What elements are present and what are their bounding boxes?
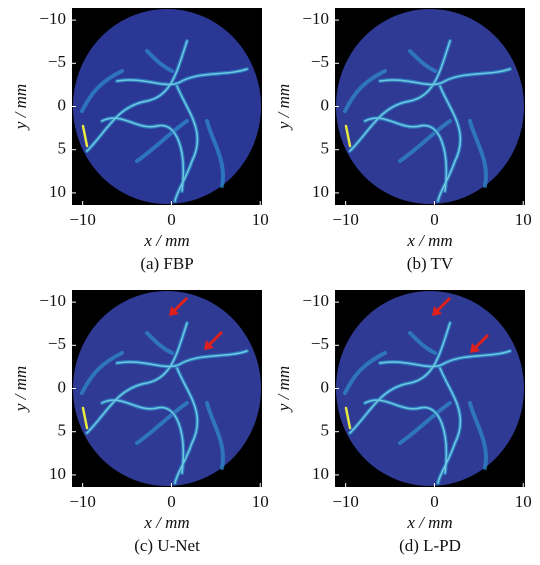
x-axis-label: x / mm — [143, 231, 189, 250]
x-tick-label: 0 — [167, 210, 176, 229]
arrow — [171, 296, 189, 314]
y-axis-label: y / mm — [274, 366, 293, 413]
x-tick-label: −10 — [332, 210, 359, 229]
y-tick-label: 10 — [49, 464, 66, 483]
field-of-view — [73, 9, 261, 204]
x-axis-label: x / mm — [406, 513, 452, 532]
y-axis-label: y / mm — [11, 366, 30, 413]
y-tick-label: −5 — [48, 52, 66, 71]
arrow — [472, 333, 490, 351]
y-tick-label: −10 — [39, 9, 66, 28]
caption: (c) U-Net — [134, 536, 200, 555]
arrow — [434, 296, 452, 314]
arrow-head — [169, 306, 179, 316]
y-tick-label: 5 — [321, 139, 330, 158]
y-tick-label: 0 — [321, 95, 330, 114]
arrow — [206, 330, 224, 348]
caption: (d) L-PD — [399, 536, 461, 555]
y-tick-label: −10 — [302, 9, 329, 28]
y-tick-label: 0 — [58, 95, 67, 114]
x-tick-label: 10 — [515, 210, 532, 229]
x-tick-label: 10 — [252, 492, 269, 511]
y-tick-label: 10 — [49, 182, 66, 201]
y-tick-label: −10 — [302, 291, 329, 310]
y-tick-label: 0 — [321, 377, 330, 396]
x-tick-label: 0 — [430, 492, 439, 511]
y-tick-label: 5 — [58, 139, 67, 158]
y-tick-label: 0 — [58, 377, 67, 396]
x-tick-label: 10 — [252, 210, 269, 229]
y-tick-label: 5 — [58, 421, 67, 440]
x-tick-label: 10 — [515, 492, 532, 511]
x-tick-label: −10 — [69, 492, 96, 511]
x-tick-label: 0 — [167, 492, 176, 511]
y-axis-label: y / mm — [274, 84, 293, 131]
x-axis-label: x / mm — [406, 231, 452, 250]
x-axis-label: x / mm — [143, 513, 189, 532]
y-tick-label: −5 — [48, 334, 66, 353]
y-tick-label: 10 — [312, 464, 329, 483]
x-tick-label: −10 — [69, 210, 96, 229]
y-tick-label: −10 — [39, 291, 66, 310]
y-tick-label: 5 — [321, 421, 330, 440]
arrow-head — [470, 343, 480, 353]
y-axis-label: y / mm — [11, 84, 30, 131]
arrow-head — [204, 340, 214, 350]
y-tick-label: −5 — [311, 52, 329, 71]
caption: (a) FBP — [140, 254, 193, 273]
caption: (b) TV — [407, 254, 454, 273]
field-of-view — [336, 9, 524, 204]
arrow-head — [432, 306, 442, 316]
y-tick-label: 10 — [312, 182, 329, 201]
x-tick-label: 0 — [430, 210, 439, 229]
field-of-view — [336, 291, 524, 486]
x-tick-label: −10 — [332, 492, 359, 511]
y-tick-label: −5 — [311, 334, 329, 353]
field-of-view — [73, 291, 261, 486]
